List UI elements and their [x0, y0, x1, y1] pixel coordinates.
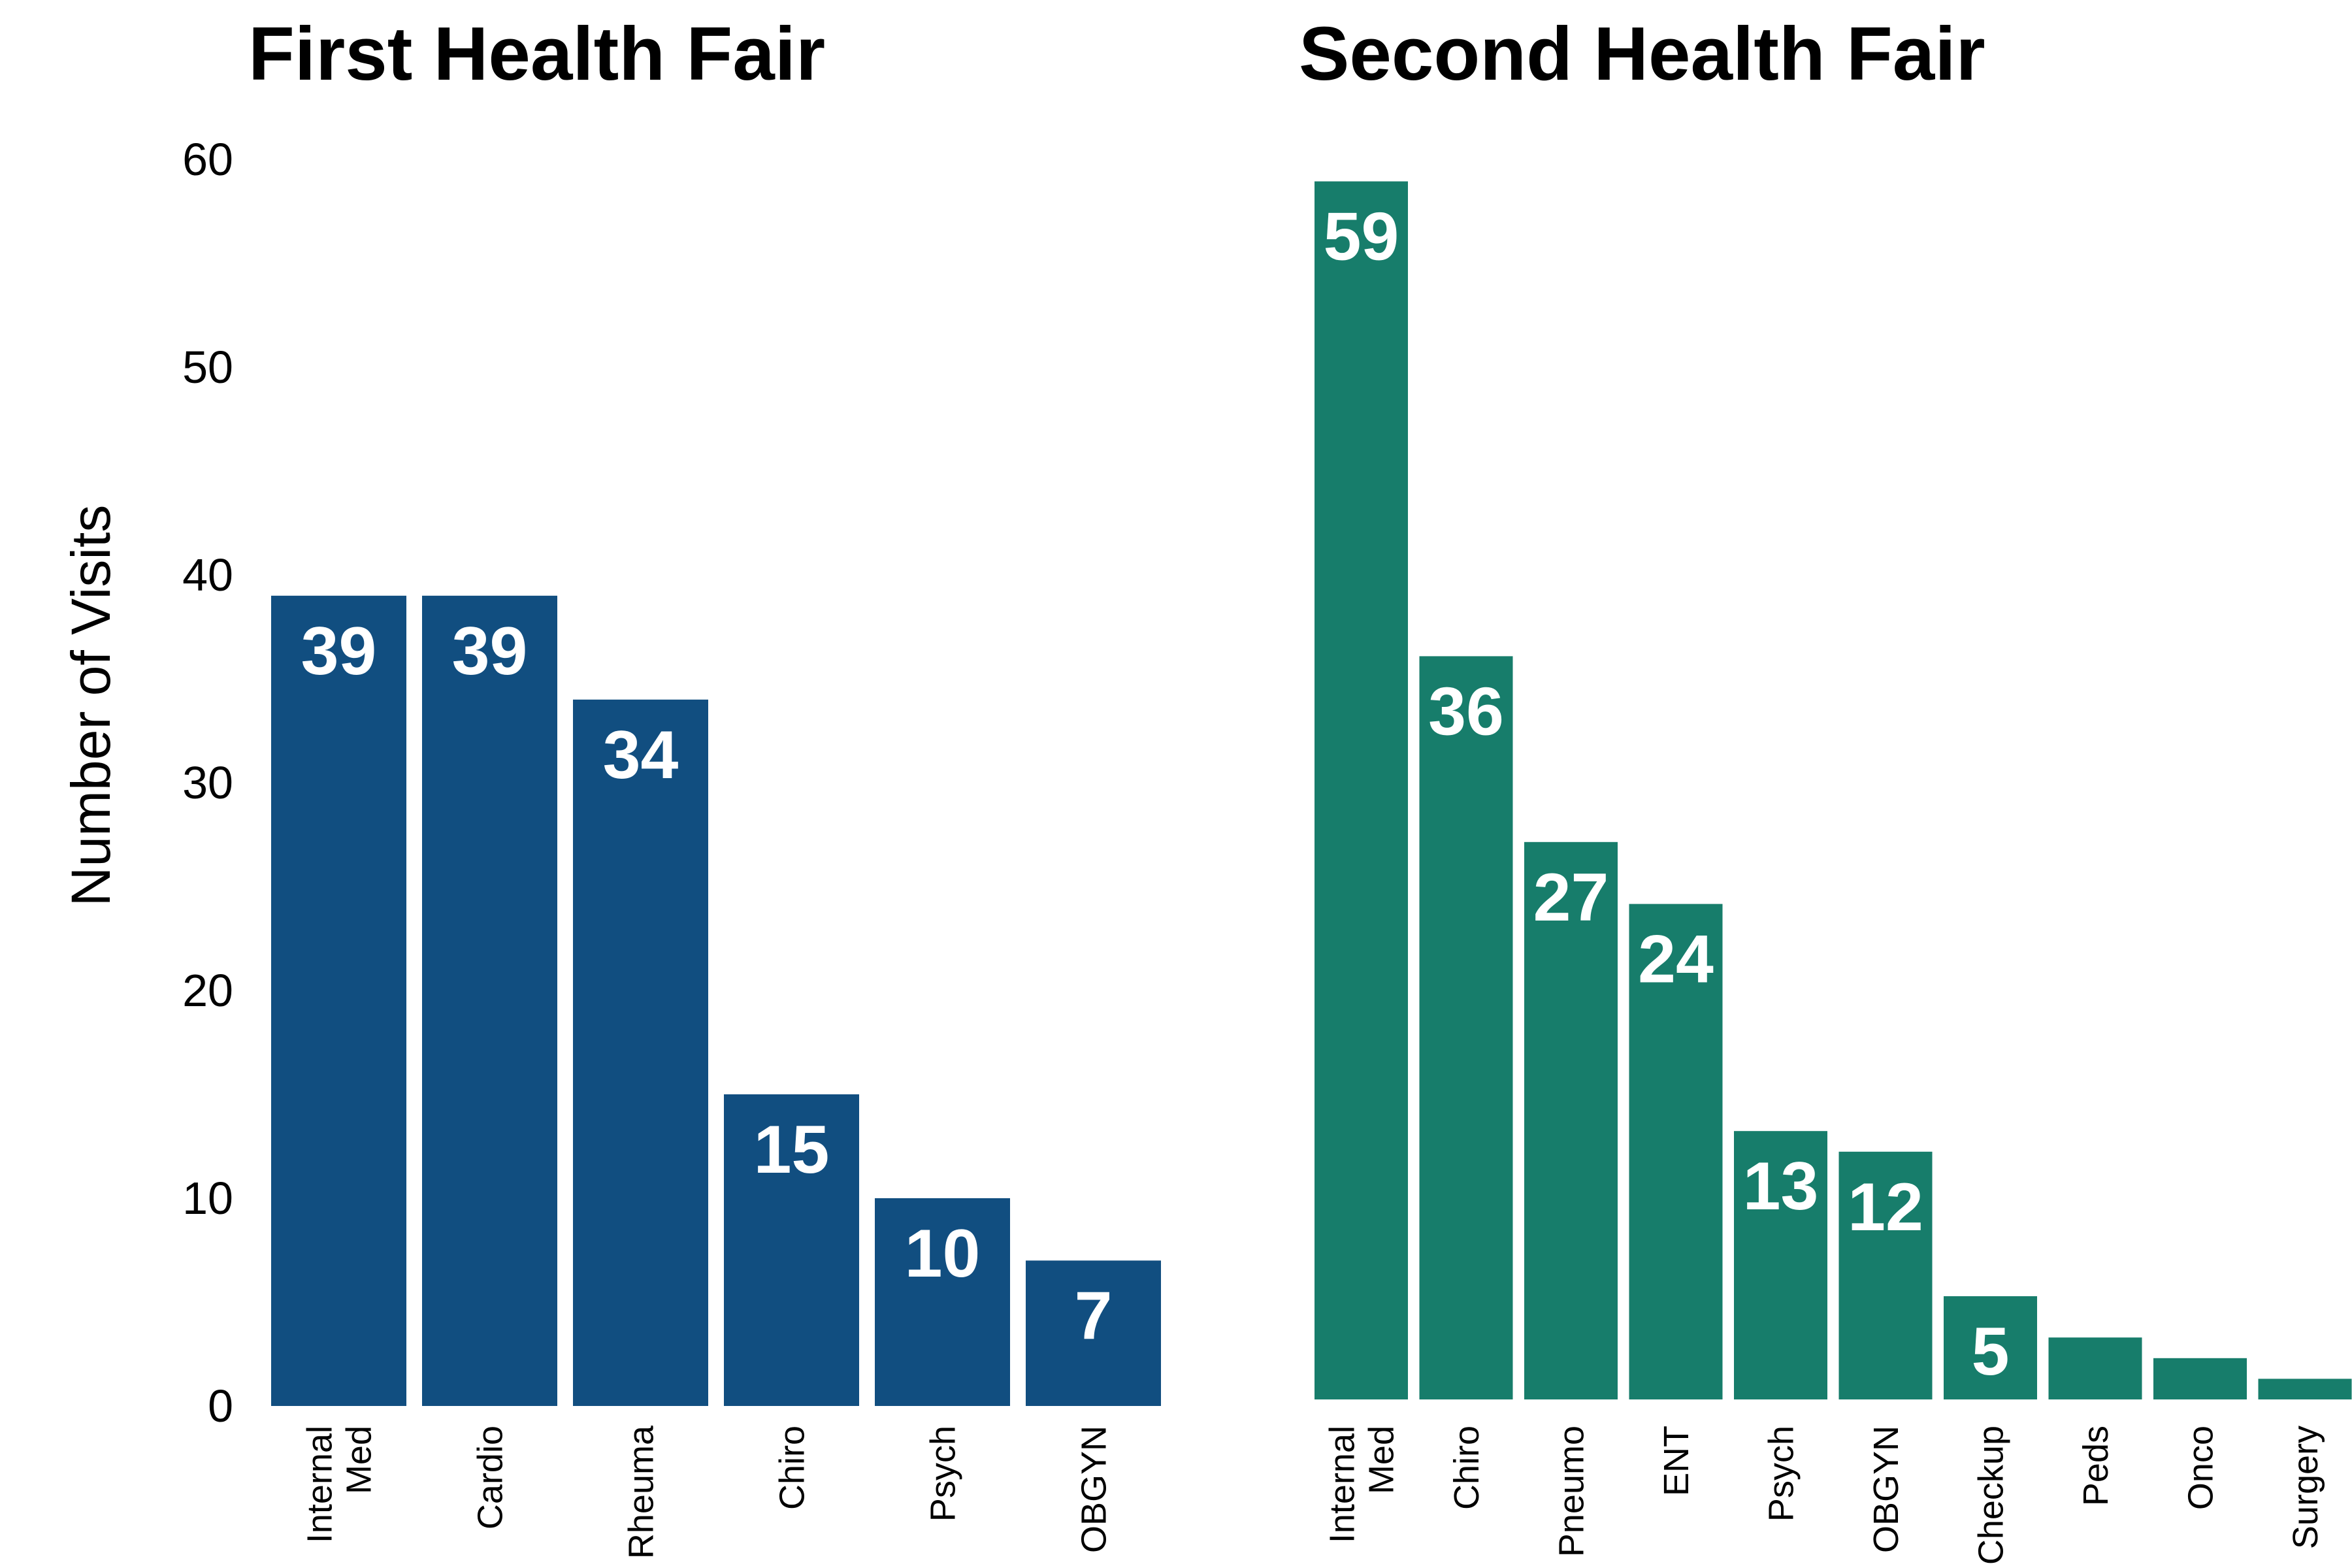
bar-checkup: [1944, 1296, 2037, 1399]
bar-surgery: [2258, 1379, 2352, 1399]
category-label-rheuma: Rheuma: [622, 1425, 661, 1559]
category-label-internal-med: InternalMed: [301, 1426, 379, 1543]
bar-value-label: 59: [1324, 199, 1399, 275]
category-labels-second: InternalMed Chiro Pneumo ENT Psych OBGYN Check…: [1323, 1426, 2326, 1565]
category-label-line: Psych: [924, 1426, 963, 1522]
panel-title-second: Second Health Fair: [1299, 11, 1985, 96]
bar-obgyn: [1026, 1260, 1161, 1406]
category-label-obgyn: OBGYN: [1075, 1426, 1114, 1553]
category-labels-first: InternalMed Cardio Rheuma Chiro Psych OBGYN: [301, 1425, 1114, 1559]
y-tick-label: 0: [208, 1380, 233, 1431]
category-label-text: OBGYN: [1075, 1426, 1114, 1553]
bar-value-label: 15: [754, 1112, 830, 1188]
bars-first-health-fair: 39 39 34 15 10 7: [271, 595, 1161, 1406]
category-label-text: Pneumo: [1552, 1426, 1592, 1557]
bar-chiro: [1419, 656, 1513, 1399]
category-label-text: Onco: [2181, 1426, 2221, 1510]
category-label-text: Peds: [2076, 1426, 2115, 1506]
category-label-line: Chiro: [1447, 1426, 1486, 1510]
category-label-line: Med: [340, 1426, 379, 1494]
bar-onco: [2153, 1358, 2247, 1399]
category-label-text: OBGYN: [1867, 1426, 1906, 1553]
category-label-psych: Psych: [924, 1426, 963, 1522]
bar-value-label: 13: [1743, 1149, 1819, 1224]
category-label-line: Internal: [301, 1426, 340, 1543]
panel-second-health-fair: Second Health Fair 59 36 27 24 13 12 5 Interna…: [1299, 11, 2352, 1565]
bar-value-label: 39: [301, 613, 377, 689]
bar-value-label: 39: [452, 613, 528, 689]
category-label-ent: ENT: [1657, 1426, 1696, 1496]
category-label-psych: Psych: [1762, 1426, 1801, 1522]
y-tick-label: 40: [182, 549, 233, 600]
category-label-cardio: Cardio: [471, 1426, 510, 1529]
category-label-checkup: Checkup: [1972, 1426, 2011, 1565]
y-tick-label: 20: [182, 965, 233, 1016]
bar-value-label: 27: [1533, 860, 1609, 936]
panel-first-health-fair: First Health Fair Number of Visits 0 10 20…: [60, 11, 1161, 1559]
category-label-pneumo: Pneumo: [1552, 1426, 1592, 1557]
y-axis-ticks: 0 10 20 30 40 50 60: [182, 134, 233, 1431]
bar-value-label: 7: [1075, 1278, 1113, 1354]
bar-internal-med: [271, 595, 406, 1406]
category-label-text: Psych: [924, 1426, 963, 1522]
category-label-line: OBGYN: [1075, 1426, 1114, 1553]
bar-cardio: [422, 595, 557, 1406]
category-label-chiro: Chiro: [773, 1426, 812, 1510]
category-label-text: InternalMed: [301, 1426, 379, 1543]
bar-value-label: 10: [905, 1216, 981, 1292]
category-label-text: Rheuma: [622, 1425, 661, 1559]
category-label-text: InternalMed: [1323, 1426, 1401, 1543]
panel-title-first: First Health Fair: [248, 11, 825, 96]
category-label-text: ENT: [1657, 1426, 1696, 1496]
bar-ent: [1629, 904, 1723, 1399]
bar-value-label: 36: [1428, 674, 1504, 749]
y-tick-label: 10: [182, 1173, 233, 1224]
category-label-peds: Peds: [2076, 1426, 2115, 1506]
category-label-internal-med: InternalMed: [1323, 1426, 1401, 1543]
category-label-line: Pneumo: [1552, 1426, 1592, 1557]
bar-value-label: 34: [603, 717, 679, 793]
bar-value-label: 24: [1638, 922, 1714, 998]
category-label-line: Chiro: [773, 1426, 812, 1510]
bar-value-label: 5: [1972, 1314, 2010, 1390]
category-label-line: Internal: [1323, 1426, 1362, 1543]
bar-psych: [875, 1198, 1010, 1406]
category-label-chiro: Chiro: [1447, 1426, 1486, 1510]
y-tick-label: 60: [182, 134, 233, 185]
category-label-text: Checkup: [1972, 1426, 2011, 1565]
bar-internal-med: [1315, 181, 1408, 1400]
bar-chiro: [724, 1094, 859, 1406]
category-label-line: Onco: [2181, 1426, 2221, 1510]
category-label-line: Cardio: [471, 1426, 510, 1529]
category-label-text: Psych: [1762, 1426, 1801, 1522]
bars-second-health-fair: 59 36 27 24 13 12 5: [1315, 181, 2352, 1400]
bar-pneumo: [1524, 841, 1618, 1399]
bar-value-label: 12: [1848, 1169, 1923, 1245]
category-label-text: Cardio: [471, 1426, 510, 1529]
category-label-line: Rheuma: [622, 1425, 661, 1559]
category-label-text: Chiro: [1447, 1426, 1486, 1510]
category-label-surgery: Surgery: [2286, 1426, 2325, 1549]
category-label-obgyn: OBGYN: [1867, 1426, 1906, 1553]
category-label-line: Psych: [1762, 1426, 1801, 1522]
bar-psych: [1734, 1131, 1827, 1399]
y-axis-label: Number of Visits: [60, 505, 122, 907]
y-tick-label: 50: [182, 342, 233, 393]
category-label-line: OBGYN: [1867, 1426, 1906, 1553]
bar-rheuma: [573, 699, 708, 1406]
category-label-text: Surgery: [2286, 1426, 2325, 1549]
bar-peds: [2048, 1337, 2142, 1399]
category-label-line: Checkup: [1972, 1426, 2011, 1565]
category-label-line: ENT: [1657, 1426, 1696, 1496]
bar-obgyn: [1838, 1151, 1933, 1399]
category-label-line: Peds: [2076, 1426, 2115, 1506]
category-label-line: Surgery: [2286, 1426, 2325, 1549]
category-label-onco: Onco: [2181, 1426, 2221, 1510]
y-tick-label: 30: [182, 757, 233, 808]
category-label-line: Med: [1362, 1426, 1401, 1494]
category-label-text: Chiro: [773, 1426, 812, 1510]
